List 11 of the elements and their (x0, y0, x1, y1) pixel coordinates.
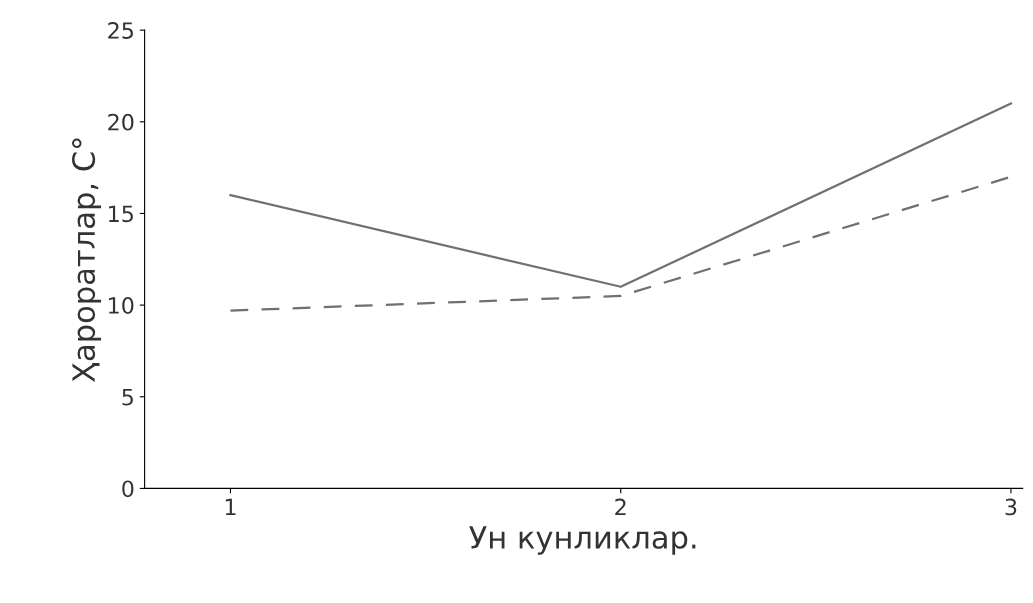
y-tick-label: 20 (108, 113, 134, 131)
y-tick-label: 15 (109, 205, 133, 223)
y-axis-title: Ҳароратлар, C° (72, 138, 102, 383)
x-tick-label: 1 (225, 498, 236, 516)
y-tick-label: 25 (108, 22, 133, 39)
y-tick-label: 10 (109, 297, 134, 314)
y-tick-label: 0 (122, 480, 134, 498)
x-tick-label: 2 (615, 498, 626, 516)
y-tick-label: 5 (122, 389, 133, 406)
x-axis-title: Ун кунликлар. (469, 526, 696, 555)
x-tick-label: 3 (1005, 498, 1017, 516)
